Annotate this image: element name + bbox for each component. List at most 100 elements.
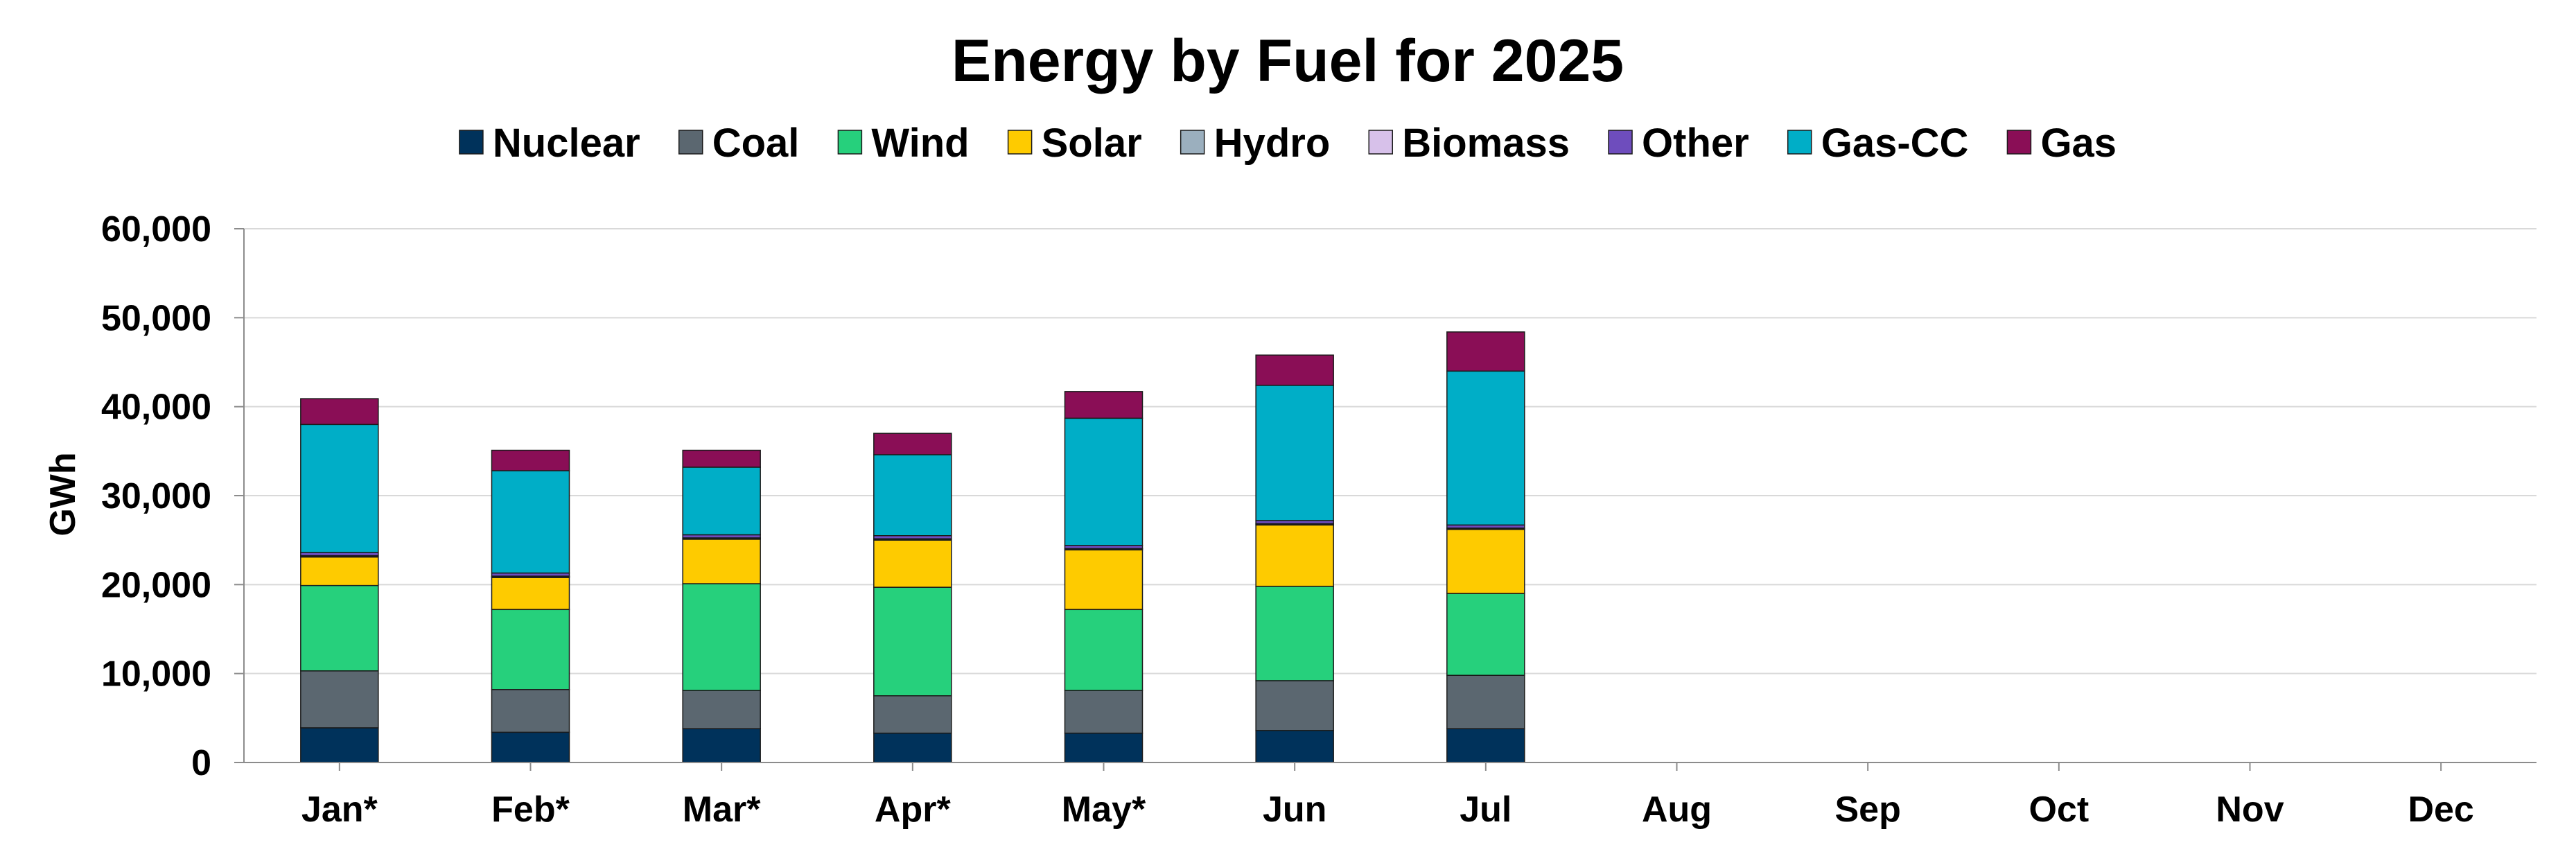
bar-segment-gas <box>682 449 761 468</box>
legend-item-hydro: Hydro <box>1180 121 1331 166</box>
gridlines <box>244 228 2536 674</box>
y-axis-tick-labels: 0 10,000 20,000 30,000 40,000 50,000 60,000 <box>101 209 211 783</box>
legend-label: Nuclear <box>493 121 640 166</box>
bar-segment-gas <box>1064 391 1144 419</box>
y-tick-label: 30,000 <box>101 476 211 516</box>
legend-label: Gas-CC <box>1821 121 1969 166</box>
legend-swatch <box>1007 130 1033 155</box>
bar-segment-nuclear <box>873 732 952 763</box>
bar-stack <box>300 398 379 763</box>
legend-item-nuclear: Nuclear <box>459 121 640 166</box>
legend-item-solar: Solar <box>1007 121 1142 166</box>
y-tick-label: 20,000 <box>101 565 211 605</box>
y-tick-label: 0 <box>191 743 211 783</box>
legend-item-wind: Wind <box>837 121 970 166</box>
bar-segment-wind <box>682 583 761 691</box>
bar-segment-gas-cc <box>1255 385 1334 521</box>
legend-item-biomass: Biomass <box>1368 121 1570 166</box>
chart-title: Energy by Fuel for 2025 <box>952 28 1624 94</box>
bar-segment-nuclear <box>491 731 570 763</box>
bar-segment-wind <box>873 586 952 697</box>
legend-swatch <box>459 130 484 155</box>
y-tick-label: 40,000 <box>101 387 211 428</box>
bar-stack <box>1255 354 1334 763</box>
legend-label: Hydro <box>1214 121 1331 166</box>
legend-label: Wind <box>871 121 969 166</box>
bars <box>300 331 1525 763</box>
legend-item-coal: Coal <box>678 121 800 166</box>
legend-swatch <box>837 130 863 155</box>
y-tick-label: 60,000 <box>101 209 211 250</box>
bar-segment-gas <box>491 449 570 471</box>
bar-segment-coal <box>1064 690 1144 734</box>
bar-segment-solar <box>1446 529 1525 594</box>
bar-segment-solar <box>873 539 952 588</box>
legend-item-gas: Gas <box>2006 121 2117 166</box>
legend-item-gas-cc: Gas-CC <box>1787 121 1969 166</box>
x-tick-label: Feb* <box>491 790 570 830</box>
bar-segment-nuclear <box>682 728 761 763</box>
legend-swatch <box>678 130 703 155</box>
bar-segment-gas-cc <box>491 470 570 574</box>
bar-segment-gas-cc <box>1064 417 1144 546</box>
x-tick-label: Nov <box>2216 790 2284 830</box>
x-tick-label: Jun <box>1263 790 1326 830</box>
bar-segment-gas-cc <box>300 424 379 553</box>
bar-segment-wind <box>1446 593 1525 676</box>
bar-stack <box>1064 391 1144 763</box>
x-tick-label: Aug <box>1642 790 1712 830</box>
bar-segment-gas-cc <box>873 454 952 537</box>
bar-segment-gas-cc <box>682 467 761 536</box>
legend-label: Biomass <box>1402 121 1570 166</box>
bar-segment-solar <box>1064 549 1144 611</box>
legend-label: Gas <box>2040 121 2117 166</box>
x-axis-tick-labels: Jan* Feb* Mar* Apr* May* Jun Jul Aug Sep Oct Nov De… <box>301 790 2474 830</box>
bar-stack <box>682 449 761 763</box>
bar-segment-solar <box>682 539 761 584</box>
x-tick-label: Oct <box>2029 790 2089 830</box>
bar-segment-nuclear <box>1255 730 1334 763</box>
x-tick-label: Jul <box>1460 790 1512 830</box>
legend-swatch <box>1180 130 1205 155</box>
legend-label: Coal <box>712 121 800 166</box>
y-tick-label: 10,000 <box>101 654 211 695</box>
x-tick-label: May* <box>1062 790 1146 830</box>
bar-segment-gas-cc <box>1446 370 1525 526</box>
bar-segment-coal <box>1255 680 1334 731</box>
bar-segment-nuclear <box>1446 728 1525 763</box>
legend-item-other: Other <box>1608 121 1749 166</box>
bar-segment-gas <box>1255 354 1334 386</box>
bar-segment-solar <box>300 556 379 586</box>
bar-segment-coal <box>1446 674 1525 729</box>
x-tick-label: Jan* <box>301 790 378 830</box>
bar-segment-solar <box>491 577 570 611</box>
x-tick-label: Sep <box>1834 790 1900 830</box>
legend-swatch <box>1608 130 1633 155</box>
bar-segment-coal <box>491 689 570 733</box>
bar-segment-wind <box>1255 586 1334 681</box>
bar-stack <box>1446 331 1525 763</box>
legend-swatch <box>1787 130 1812 155</box>
axes <box>234 228 2536 771</box>
legend-swatch <box>1368 130 1393 155</box>
x-tick-label: Mar* <box>683 790 761 830</box>
legend-label: Solar <box>1042 121 1142 166</box>
bar-segment-nuclear <box>1064 732 1144 763</box>
legend-swatch <box>2006 130 2032 155</box>
bar-segment-coal <box>682 690 761 729</box>
x-tick-label: Dec <box>2408 790 2473 830</box>
bar-segment-coal <box>873 695 952 734</box>
legend-label: Other <box>1642 121 1749 166</box>
y-tick-label: 50,000 <box>101 298 211 338</box>
bar-segment-solar <box>1255 524 1334 587</box>
bar-stack <box>873 433 952 763</box>
bar-segment-wind <box>491 609 570 690</box>
bar-segment-wind <box>1064 609 1144 691</box>
bar-segment-gas <box>1446 331 1525 372</box>
bar-stack <box>491 449 570 763</box>
bar-segment-gas <box>300 398 379 426</box>
y-axis-label: GWh <box>43 452 83 536</box>
legend: Nuclear Coal Wind Solar Hydro Biomass Other Gas… <box>459 121 2117 166</box>
